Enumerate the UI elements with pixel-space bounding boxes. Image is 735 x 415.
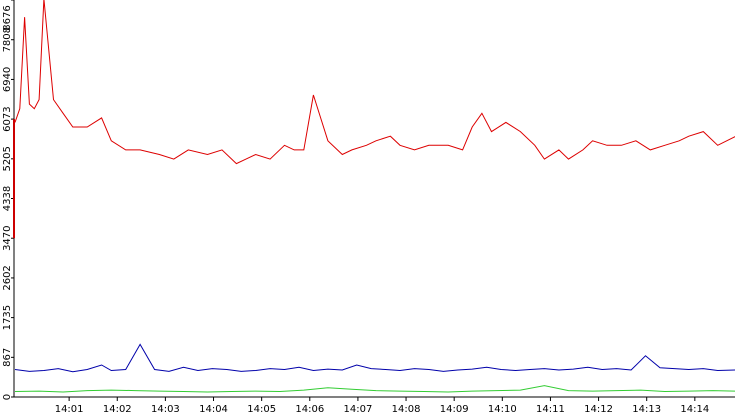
x-axis-ticks: 14:01 14:02 14:03 14:04 14:05 14:06 14:07 14:08… [55, 397, 709, 415]
x-tick-label: 14:14 [680, 404, 709, 415]
y-tick-label: 1735 [2, 305, 13, 330]
x-tick-label: 14:05 [247, 404, 276, 415]
x-tick-label: 14:07 [344, 404, 373, 415]
y-tick-label: 0 [2, 394, 13, 400]
x-tick-label: 14:04 [199, 404, 228, 415]
series-line-2 [14, 385, 735, 393]
x-tick-label: 14:02 [103, 404, 132, 415]
x-tick-label: 14:08 [392, 404, 421, 415]
y-tick-label: 8676 [2, 5, 13, 30]
y-tick-label: 7808 [2, 27, 13, 52]
x-tick-label: 14:13 [632, 404, 661, 415]
y-tick-label: 3470 [2, 225, 13, 250]
y-tick-label: 867 [2, 348, 13, 367]
x-tick-label: 14:10 [488, 404, 517, 415]
x-tick-label: 14:03 [151, 404, 180, 415]
x-tick-label: 14:01 [55, 404, 84, 415]
y-tick-label: 6073 [2, 106, 13, 131]
x-tick-label: 14:12 [584, 404, 613, 415]
y-tick-label: 6940 [2, 67, 13, 92]
series-group [14, 0, 735, 393]
y-tick-label: 2602 [2, 265, 13, 290]
series-line-0 [14, 0, 735, 165]
y-tick-label: 4338 [2, 186, 13, 211]
x-tick-label: 14:11 [536, 404, 565, 415]
x-tick-label: 14:09 [440, 404, 469, 415]
series-line-1 [14, 343, 735, 373]
y-tick-label: 5205 [2, 146, 13, 171]
x-tick-label: 14:06 [295, 404, 324, 415]
